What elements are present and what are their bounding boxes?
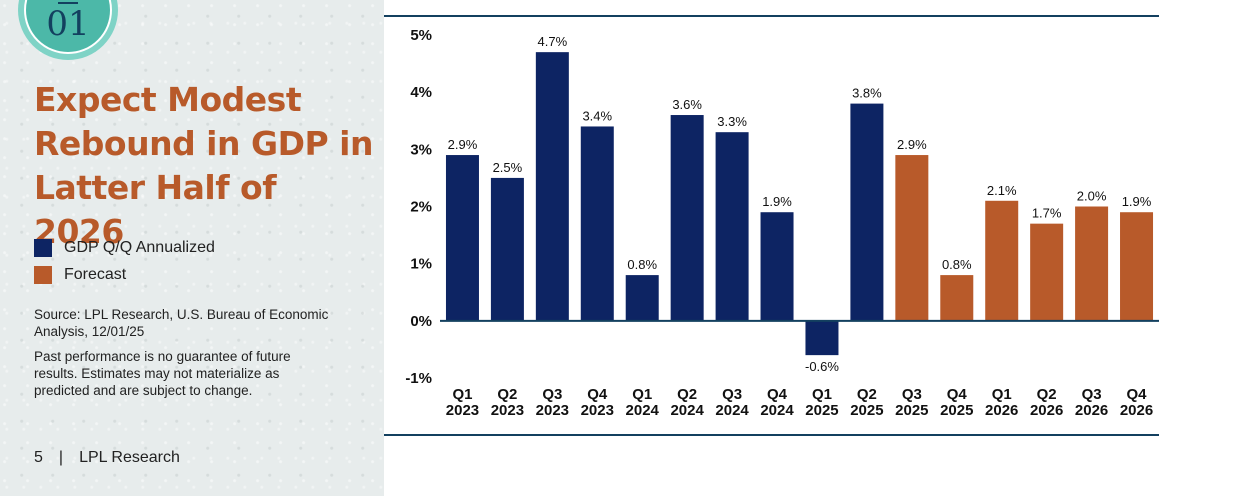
x-tick-label-year: 2026	[985, 402, 1018, 419]
data-label: 2.9%	[448, 137, 478, 152]
x-tick-label-quarter: Q2	[857, 386, 877, 403]
x-tick-label-quarter: Q3	[722, 386, 742, 403]
x-tick-label-year: 2025	[850, 402, 883, 419]
bar	[1030, 223, 1064, 321]
y-tick-label: 0%	[410, 313, 432, 330]
x-tick-label-year: 2023	[536, 402, 569, 419]
x-tick-label-quarter: Q1	[812, 386, 832, 403]
x-tick-label-quarter: Q3	[902, 386, 922, 403]
bar	[535, 52, 569, 321]
data-label: 1.7%	[1032, 206, 1062, 221]
x-tick-label-year: 2025	[940, 402, 973, 419]
x-tick-label-quarter: Q3	[1082, 386, 1102, 403]
footer: 5 | LPL Research	[34, 449, 180, 467]
x-tick-label-year: 2023	[446, 402, 479, 419]
left-panel: 01 Expect Modest Rebound in GDP in Latte…	[0, 0, 384, 496]
x-tick-label-quarter: Q4	[767, 386, 788, 403]
bottom-rule	[384, 434, 1159, 436]
x-tick-label-year: 2026	[1120, 402, 1153, 419]
bar	[940, 275, 974, 321]
data-label: 3.4%	[582, 108, 612, 123]
x-tick-label-year: 2026	[1075, 402, 1108, 419]
legend: GDP Q/Q Annualized Forecast	[34, 234, 215, 288]
x-tick-label-quarter: Q1	[452, 386, 472, 403]
x-tick-label-quarter: Q1	[632, 386, 652, 403]
source-note: Source: LPL Research, U.S. Bureau of Eco…	[34, 307, 329, 339]
data-label: 2.1%	[987, 183, 1017, 198]
x-tick-label-year: 2024	[760, 402, 794, 419]
x-tick-label-quarter: Q3	[542, 386, 562, 403]
bar	[760, 212, 794, 321]
x-tick-label-quarter: Q1	[992, 386, 1012, 403]
data-label: 2.5%	[493, 160, 523, 175]
data-label: 0.8%	[627, 257, 657, 272]
legend-swatch-actual	[34, 238, 52, 257]
bar	[895, 155, 929, 321]
data-label: -0.6%	[805, 359, 839, 374]
disclaimer-note: Past performance is no guarantee of futu…	[34, 349, 291, 398]
section-badge: 01	[18, 0, 118, 60]
legend-swatch-forecast	[34, 265, 52, 284]
x-tick-label-quarter: Q4	[587, 386, 608, 403]
bar	[850, 103, 884, 321]
data-label: 2.0%	[1077, 189, 1107, 204]
bar	[1075, 206, 1109, 321]
y-tick-label: -1%	[405, 370, 432, 387]
x-tick-label-quarter: Q4	[1127, 386, 1148, 403]
bar	[670, 115, 704, 321]
legend-label-actual: GDP Q/Q Annualized	[64, 238, 215, 256]
data-label: 3.8%	[852, 86, 882, 101]
y-tick-label: 5%	[410, 27, 432, 44]
x-tick-label-year: 2024	[670, 402, 704, 419]
page-number: 5	[34, 449, 43, 466]
legend-label-forecast: Forecast	[64, 265, 127, 283]
x-tick-label-year: 2026	[1030, 402, 1063, 419]
x-tick-label-year: 2025	[895, 402, 928, 419]
gdp-bar-chart: 5%4%3%2%1%0%-1%2.9%Q120232.5%Q220234.7%Q…	[405, 27, 1159, 419]
data-label: 3.6%	[672, 97, 702, 112]
data-label: 4.7%	[538, 34, 568, 49]
x-tick-label-year: 2023	[581, 402, 614, 419]
x-tick-label-quarter: Q4	[947, 386, 968, 403]
x-tick-label-year: 2025	[805, 402, 838, 419]
x-tick-label-year: 2023	[491, 402, 524, 419]
page-title: Expect Modest Rebound in GDP in Latter H…	[34, 80, 373, 251]
bar	[580, 126, 614, 321]
bar	[805, 320, 839, 356]
legend-item-actual: GDP Q/Q Annualized	[34, 234, 215, 261]
bar	[985, 200, 1019, 321]
bar	[445, 155, 479, 321]
legend-item-forecast: Forecast	[34, 261, 215, 288]
top-rule	[384, 15, 1159, 17]
x-tick-label-quarter: Q2	[677, 386, 697, 403]
footer-separator: |	[58, 449, 64, 466]
data-label: 1.9%	[1122, 194, 1152, 209]
x-tick-label-quarter: Q2	[1037, 386, 1057, 403]
footer-brand: LPL Research	[79, 449, 180, 466]
y-tick-label: 3%	[410, 141, 432, 158]
y-tick-label: 4%	[410, 84, 432, 101]
bar	[715, 132, 749, 321]
data-label: 1.9%	[762, 194, 792, 209]
badge-number: 01	[46, 4, 90, 44]
y-tick-label: 1%	[410, 256, 432, 273]
x-tick-label-year: 2024	[626, 402, 660, 419]
bar	[625, 275, 659, 321]
x-tick-label-quarter: Q2	[497, 386, 517, 403]
x-tick-label-year: 2024	[715, 402, 749, 419]
badge-bar	[58, 2, 78, 4]
y-tick-label: 2%	[410, 199, 432, 216]
data-label: 2.9%	[897, 137, 927, 152]
data-label: 0.8%	[942, 257, 972, 272]
bar	[490, 177, 524, 321]
bar	[1120, 212, 1154, 321]
data-label: 3.3%	[717, 114, 747, 129]
